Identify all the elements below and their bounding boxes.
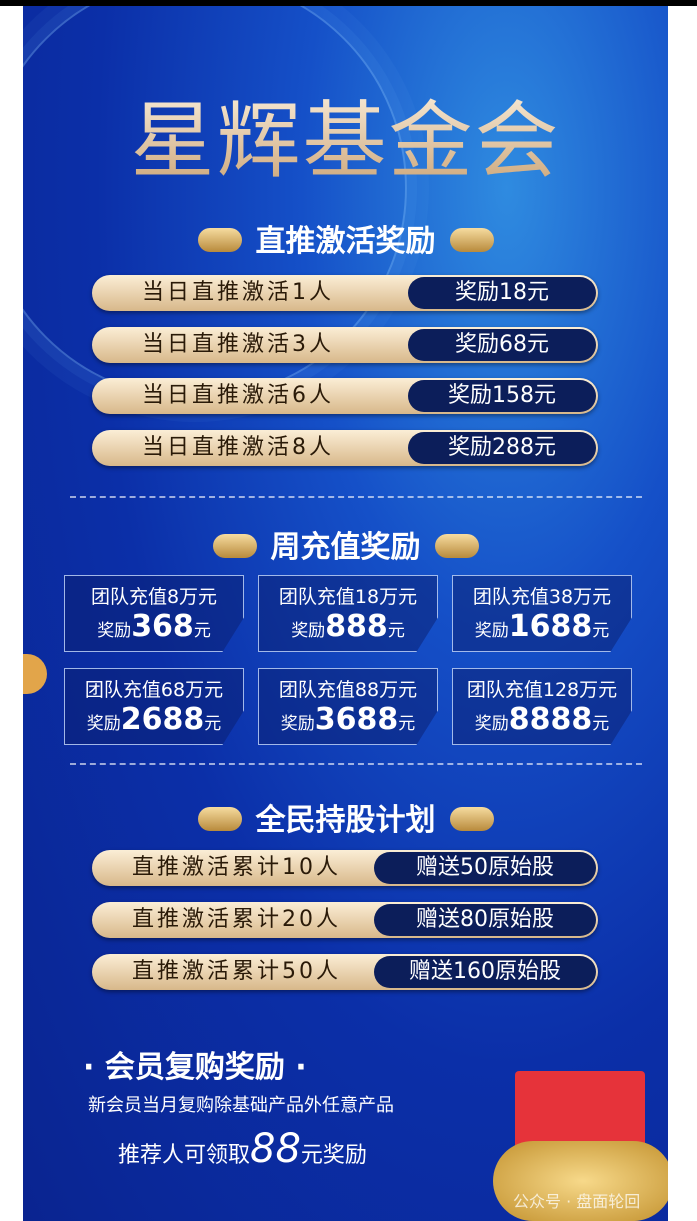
reward-row: 当日直推激活6人 奖励158元: [92, 378, 598, 414]
section-heading-repurchase: · 会员复购奖励 ·: [83, 1050, 307, 1085]
condition: 当日直推激活1人: [142, 280, 334, 305]
section-heading-weekly: 周充值奖励: [23, 522, 668, 566]
condition: 直推激活累计50人: [132, 959, 341, 984]
heading-text: 直推激活奖励: [255, 224, 436, 259]
reward-card: 团队充值88万元 奖励3688元: [258, 668, 438, 745]
reward-card: 团队充值38万元 奖励1688元: [452, 575, 632, 652]
poster: 星辉基金会 直推激活奖励 当日直推激活1人 奖励18元 当日直推激活3人 奖励68元…: [23, 6, 668, 1221]
amount: 1688: [508, 609, 593, 644]
heading-text: 全民持股计划: [255, 803, 436, 838]
prefix: 奖励: [474, 714, 509, 734]
divider: [70, 763, 642, 765]
unit: 元: [387, 621, 405, 641]
reward: 赠送50原始股: [374, 852, 596, 884]
reward: 奖励158元: [408, 380, 596, 412]
prefix: 奖励: [86, 714, 121, 734]
condition: 直推激活累计20人: [132, 907, 341, 932]
amount: 2688: [120, 702, 205, 737]
repurchase-description: 新会员当月复购除基础产品外任意产品: [88, 1095, 394, 1116]
reward: 赠送160原始股: [374, 956, 596, 988]
coin-icon: [212, 533, 257, 558]
coin-icon: [197, 806, 242, 831]
amount: 888: [325, 609, 388, 644]
coin-icon: [434, 533, 479, 558]
reward-row: 直推激活累计50人 赠送160原始股: [92, 954, 598, 990]
condition: 团队充值88万元: [278, 679, 418, 701]
prefix: 奖励: [291, 621, 326, 641]
repurchase-reward: 推荐人可领取88元奖励: [118, 1126, 367, 1172]
condition: 团队充值68万元: [84, 679, 224, 701]
reward-card: 团队充值8万元奖励368元: [64, 575, 244, 652]
coin-icon: [197, 227, 242, 252]
coin-icon: [449, 806, 494, 831]
reward-row: 直推激活累计10人 赠送50原始股: [92, 850, 598, 886]
heading-text: 周充值奖励: [270, 530, 421, 565]
reward-prefix: 推荐人可领取: [118, 1143, 251, 1168]
reward: 赠送80原始股: [374, 904, 596, 936]
prefix: 奖励: [97, 621, 132, 641]
section-heading-shares: 全民持股计划: [23, 795, 668, 839]
reward: 奖励68元: [408, 329, 596, 361]
poster-title: 星辉基金会: [23, 74, 668, 195]
section-heading-direct: 直推激活奖励: [23, 216, 668, 260]
watermark: 公众号 · 盘面轮回: [513, 1192, 641, 1211]
condition: 当日直推激活6人: [142, 383, 334, 408]
divider: [70, 496, 642, 498]
condition: 当日直推激活8人: [142, 435, 334, 460]
amount: 8888: [508, 702, 593, 737]
prefix: 奖励: [474, 621, 509, 641]
reward-amount: 88: [250, 1126, 301, 1172]
reward-card: 团队充值68万元 奖励2688元: [64, 668, 244, 745]
top-bar: [0, 0, 697, 6]
condition: 团队充值18万元: [278, 586, 418, 608]
reward-row: 当日直推激活8人 奖励288元: [92, 430, 598, 466]
gold-coins-image: [493, 1141, 668, 1221]
reward-row: 当日直推激活1人 奖励18元: [92, 275, 598, 311]
reward-card: 团队充值128万元奖励8888元: [452, 668, 632, 745]
condition: 团队充值8万元: [90, 586, 218, 608]
prefix: 奖励: [280, 714, 315, 734]
unit: 元: [193, 621, 211, 641]
reward-suffix: 元奖励: [300, 1143, 367, 1168]
condition: 团队充值38万元: [472, 586, 612, 608]
reward-row: 当日直推激活3人 奖励68元: [92, 327, 598, 363]
amount: 368: [131, 609, 194, 644]
unit: 元: [204, 714, 222, 734]
coin-icon: [449, 227, 494, 252]
reward-card: 团队充值18万元奖励888元: [258, 575, 438, 652]
unit: 元: [592, 714, 610, 734]
unit: 元: [398, 714, 416, 734]
condition: 当日直推激活3人: [142, 332, 334, 357]
amount: 3688: [314, 702, 399, 737]
reward-row: 直推激活累计20人 赠送80原始股: [92, 902, 598, 938]
reward: 奖励18元: [408, 277, 596, 309]
reward: 奖励288元: [408, 432, 596, 464]
condition: 直推激活累计10人: [132, 855, 341, 880]
unit: 元: [592, 621, 610, 641]
condition: 团队充值128万元: [466, 679, 618, 701]
